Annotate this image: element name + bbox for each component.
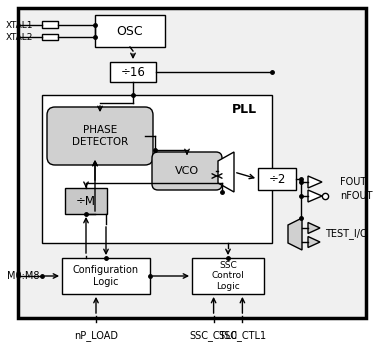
FancyBboxPatch shape [192, 258, 264, 294]
FancyBboxPatch shape [95, 15, 165, 47]
Text: ÷2: ÷2 [268, 172, 286, 186]
Polygon shape [288, 218, 302, 250]
FancyBboxPatch shape [18, 8, 366, 318]
Text: ÷16: ÷16 [121, 66, 146, 78]
Text: XTAL1: XTAL1 [6, 20, 33, 29]
FancyBboxPatch shape [42, 21, 58, 28]
Text: SSC_CTL1: SSC_CTL1 [218, 331, 267, 341]
FancyBboxPatch shape [65, 188, 107, 214]
FancyBboxPatch shape [62, 258, 150, 294]
Text: TEST_I/O: TEST_I/O [325, 229, 368, 239]
FancyBboxPatch shape [110, 62, 156, 82]
Polygon shape [308, 176, 322, 188]
Text: SSC_CTL0: SSC_CTL0 [190, 331, 238, 341]
Text: M0:M8: M0:M8 [8, 271, 40, 281]
Polygon shape [308, 222, 320, 234]
Text: VCO: VCO [175, 166, 199, 176]
Polygon shape [218, 152, 234, 192]
Polygon shape [308, 237, 320, 247]
FancyBboxPatch shape [42, 34, 58, 40]
Text: SSC
Control
Logic: SSC Control Logic [212, 261, 244, 291]
Text: OSC: OSC [117, 25, 143, 37]
Text: nFOUT: nFOUT [340, 191, 373, 201]
Text: PLL: PLL [232, 102, 256, 116]
Text: XTAL2: XTAL2 [6, 33, 33, 42]
Text: Configuration
Logic: Configuration Logic [73, 265, 139, 287]
FancyBboxPatch shape [258, 168, 296, 190]
FancyBboxPatch shape [152, 152, 222, 190]
Text: FOUT: FOUT [340, 177, 366, 187]
Polygon shape [308, 190, 322, 202]
Text: PHASE
DETECTOR: PHASE DETECTOR [72, 125, 128, 147]
FancyBboxPatch shape [47, 107, 153, 165]
FancyBboxPatch shape [42, 95, 272, 243]
Text: ÷M: ÷M [76, 195, 96, 208]
Text: nP_LOAD: nP_LOAD [74, 331, 118, 341]
